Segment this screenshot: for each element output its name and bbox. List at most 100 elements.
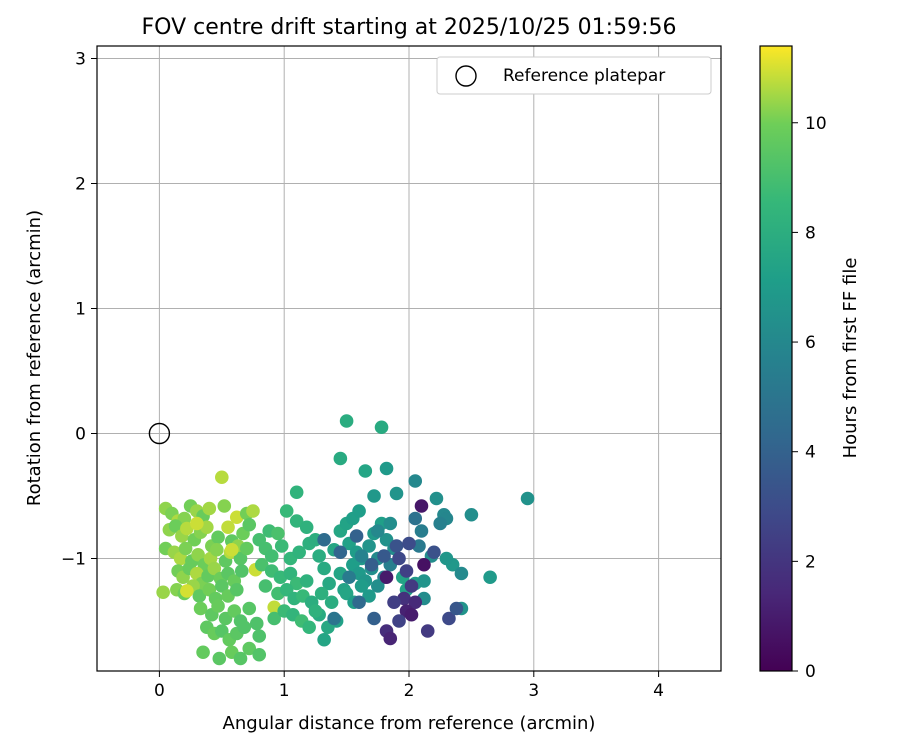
legend-box <box>436 56 712 95</box>
y-axis-ticks: −1 0 1 2 3 <box>61 50 97 570</box>
data-point <box>420 624 435 638</box>
data-point <box>289 485 304 500</box>
data-point <box>387 595 401 610</box>
data-point <box>252 629 267 643</box>
data-point <box>211 599 225 613</box>
colorbar-tick-label: 6 <box>805 333 816 353</box>
data-point <box>239 541 254 556</box>
data-point <box>267 611 282 626</box>
data-point <box>429 491 444 506</box>
data-point <box>404 579 419 593</box>
x-axis-label: Angular distance from reference (arcmin) <box>223 713 596 734</box>
data-point <box>180 584 194 598</box>
data-point <box>379 461 394 476</box>
data-point <box>190 516 204 531</box>
y-tick-label: 1 <box>75 300 86 320</box>
data-point <box>217 499 232 513</box>
data-point <box>156 585 170 600</box>
data-point <box>302 620 316 635</box>
chart-title: FOV centre drift starting at 2025/10/25 … <box>142 15 677 40</box>
data-point <box>342 570 356 585</box>
data-point <box>408 511 423 526</box>
data-point <box>404 607 419 622</box>
data-point <box>215 470 229 485</box>
data-point <box>402 536 416 551</box>
data-point <box>258 579 273 593</box>
data-point <box>358 464 373 478</box>
data-point <box>333 545 348 560</box>
x-tick-label: 3 <box>528 681 539 701</box>
y-tick-label: −1 <box>61 550 86 570</box>
data-point <box>299 520 314 535</box>
data-point <box>327 611 341 626</box>
data-point <box>414 524 429 538</box>
data-point <box>237 620 252 635</box>
data-point <box>408 595 423 610</box>
data-point <box>215 579 229 593</box>
data-point <box>377 549 391 563</box>
data-point <box>254 557 269 572</box>
data-point <box>271 526 285 541</box>
data-point <box>374 420 389 435</box>
data-point <box>399 564 414 578</box>
x-tick-label: 4 <box>653 681 664 701</box>
data-point <box>389 539 404 553</box>
data-point <box>292 545 306 560</box>
data-point <box>233 551 248 566</box>
data-point <box>454 566 469 581</box>
reference-marker <box>148 422 171 445</box>
data-point <box>367 489 381 503</box>
data-point <box>417 557 431 572</box>
x-tick-label: 2 <box>404 681 415 701</box>
data-point <box>227 604 242 618</box>
colorbar-tick-label: 0 <box>805 662 816 682</box>
data-point <box>322 576 336 591</box>
data-point <box>339 414 354 428</box>
data-point <box>362 539 376 553</box>
data-point <box>246 504 260 518</box>
data-point <box>520 491 535 506</box>
legend-label: Reference platepar <box>503 66 665 86</box>
colorbar-ticks: 0 2 4 6 8 10 <box>792 114 827 682</box>
data-point <box>264 549 279 563</box>
data-point <box>449 601 464 616</box>
scatter-points <box>156 414 535 666</box>
data-point <box>464 507 479 522</box>
data-point <box>324 595 339 610</box>
data-point <box>414 499 429 513</box>
data-point <box>193 601 208 616</box>
data-point <box>433 516 448 531</box>
data-point <box>417 574 431 588</box>
data-point <box>249 616 264 631</box>
colorbar-tick-label: 8 <box>805 223 816 243</box>
data-point <box>211 530 225 545</box>
data-point <box>283 566 298 581</box>
data-point <box>168 519 183 533</box>
data-point <box>207 561 222 576</box>
data-point <box>196 645 210 660</box>
data-point <box>371 579 385 593</box>
data-point <box>224 542 239 557</box>
data-point <box>317 632 331 647</box>
colorbar-tick-label: 10 <box>805 114 827 134</box>
data-point <box>364 557 379 572</box>
data-point <box>289 514 304 528</box>
data-point <box>312 549 326 563</box>
data-point <box>427 545 441 560</box>
data-point <box>233 651 248 666</box>
data-point <box>439 551 454 566</box>
data-point <box>252 647 267 662</box>
data-point <box>242 601 257 616</box>
data-point <box>389 486 404 501</box>
data-point <box>212 651 227 666</box>
data-point <box>221 520 235 535</box>
colorbar <box>759 45 793 672</box>
y-axis-label: Rotation from reference (arcmin) <box>24 210 45 506</box>
data-point <box>191 547 205 562</box>
data-point <box>442 611 456 626</box>
data-point <box>279 504 294 518</box>
data-point <box>371 524 385 538</box>
data-point <box>242 517 257 532</box>
data-point <box>379 570 394 585</box>
